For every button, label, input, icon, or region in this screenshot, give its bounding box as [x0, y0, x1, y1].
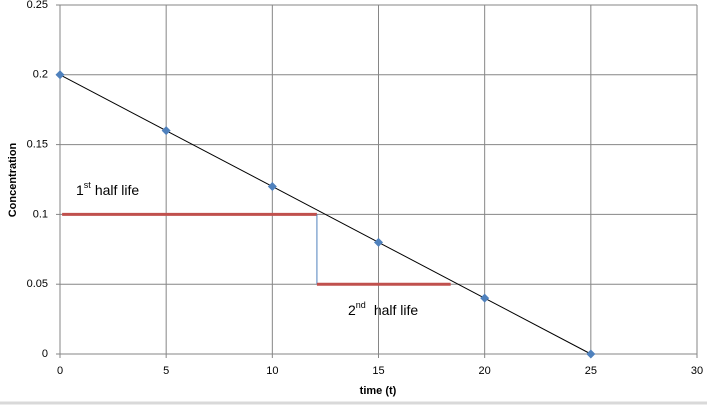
annotation-suffix: st: [84, 180, 92, 190]
y-tick-label: 0.15: [27, 139, 48, 151]
y-tick-label: 0: [42, 348, 48, 360]
x-tick-label: 15: [372, 365, 384, 377]
x-tick-label: 0: [57, 365, 63, 377]
series-line: [59, 74, 592, 355]
x-tick-label: 20: [479, 365, 491, 377]
y-tick-label: 0.1: [33, 208, 48, 220]
x-tick-label: 30: [691, 365, 703, 377]
x-tick-label: 25: [585, 365, 597, 377]
annotation-text: half life: [374, 302, 419, 318]
y-tick-label: 0.25: [27, 0, 48, 11]
marker: [161, 126, 171, 136]
marker: [55, 70, 65, 80]
x-axis-title: time (t): [360, 385, 397, 397]
annotation: 2nd half life: [348, 300, 418, 317]
y-axis-title: Concentration: [7, 142, 19, 217]
marker: [267, 181, 277, 191]
x-tick-label: 10: [266, 365, 278, 377]
annotation-text: half life: [95, 182, 140, 198]
marker: [480, 293, 490, 303]
y-tick-label: 0.05: [27, 278, 48, 290]
x-tick-label: 5: [163, 365, 169, 377]
annotation-number: 1: [76, 182, 84, 198]
annotation-suffix: nd: [356, 300, 366, 310]
marker: [374, 237, 383, 247]
annotation-number: 2: [348, 302, 356, 318]
y-tick-label: 0.2: [33, 69, 48, 81]
annotation: 1st half life: [76, 180, 139, 197]
marker: [586, 349, 596, 359]
